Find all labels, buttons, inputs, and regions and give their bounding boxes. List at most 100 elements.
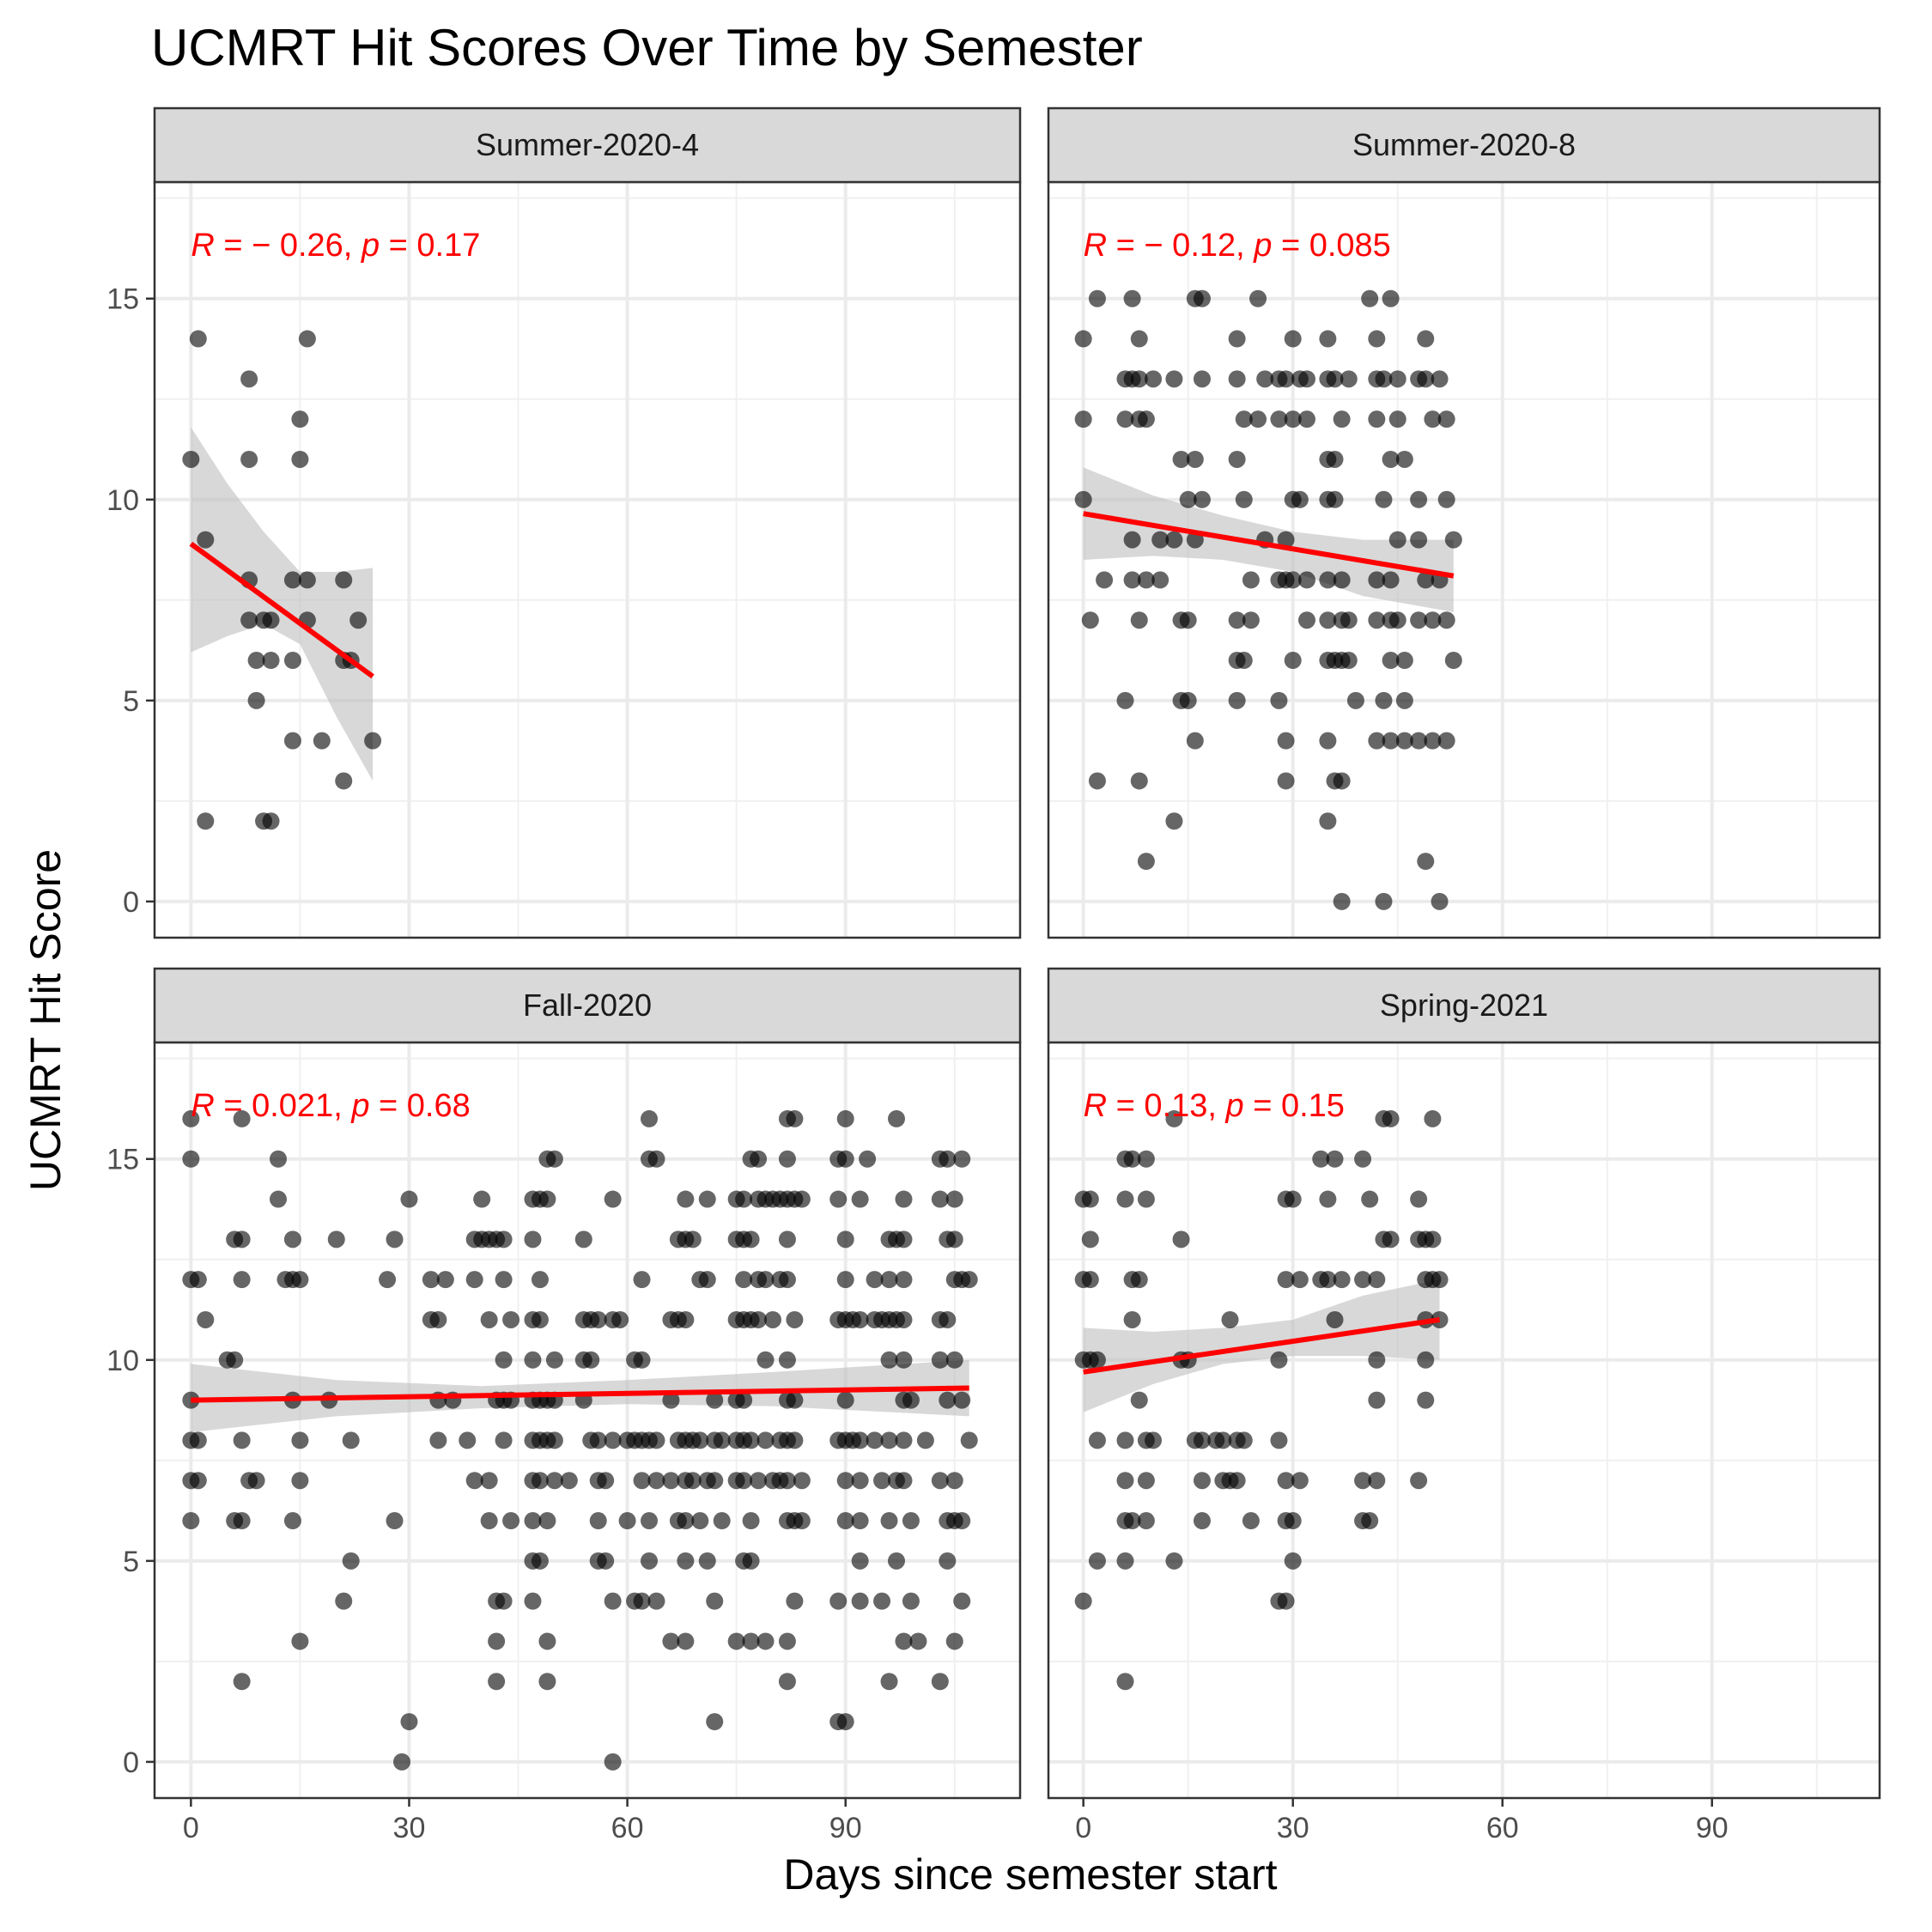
data-point	[342, 1552, 360, 1570]
data-point	[1116, 1190, 1134, 1208]
data-point	[880, 1431, 898, 1449]
data-point	[1193, 1431, 1211, 1449]
annotation-r-symbol: R	[191, 228, 214, 264]
data-point	[291, 1271, 309, 1289]
data-point	[1116, 410, 1134, 428]
data-point	[1382, 1230, 1400, 1249]
data-point	[364, 732, 382, 750]
data-point	[189, 1431, 207, 1449]
regression-line	[1083, 1317, 1440, 1375]
data-point	[836, 1150, 854, 1168]
data-point	[1088, 1351, 1106, 1369]
data-point	[750, 1472, 768, 1490]
data-point	[233, 1230, 251, 1249]
data-point	[538, 1512, 556, 1530]
data-point	[1361, 1512, 1379, 1530]
data-point	[1354, 1271, 1372, 1289]
y-tick-label: 10	[106, 1345, 139, 1377]
data-point	[1354, 1472, 1372, 1490]
data-point	[756, 1431, 775, 1449]
data-point	[1137, 1472, 1155, 1490]
data-point	[1277, 772, 1295, 790]
annotation-p-value: = 0.15	[1244, 1088, 1345, 1124]
correlation-annotation: R = − 0.12, p = 0.085	[1084, 228, 1391, 264]
data-point	[495, 1230, 513, 1249]
data-point	[1417, 370, 1435, 388]
data-point	[459, 1431, 477, 1449]
data-point	[226, 1351, 244, 1369]
data-point	[197, 1310, 215, 1328]
data-point	[909, 1632, 927, 1650]
data-point	[495, 1431, 513, 1449]
data-point	[1116, 1673, 1134, 1691]
data-point	[895, 1351, 913, 1369]
annotation-r-value: = 0.021,	[215, 1088, 352, 1124]
data-point	[1235, 490, 1253, 508]
data-point	[931, 1190, 949, 1208]
data-point	[895, 1310, 913, 1328]
data-point	[836, 1391, 854, 1409]
data-point	[1284, 330, 1302, 348]
data-point	[706, 1592, 724, 1610]
data-point	[1123, 1512, 1141, 1530]
data-point	[1326, 1150, 1344, 1168]
panel-summer-2020-4: R = − 0.26, p = 0.17 Summer-2020-4	[153, 106, 1022, 939]
data-point	[1291, 1271, 1309, 1289]
data-point	[538, 1673, 556, 1691]
data-point	[866, 1431, 884, 1449]
data-point	[604, 1753, 622, 1771]
data-point	[756, 1632, 775, 1650]
data-point	[1326, 1310, 1344, 1328]
y-tick-label: 15	[106, 1144, 139, 1176]
data-point	[706, 1472, 724, 1490]
data-point	[1388, 410, 1406, 428]
data-point	[1424, 410, 1442, 428]
data-point	[1326, 370, 1344, 388]
data-point	[1284, 1190, 1302, 1208]
data-point	[1137, 1512, 1155, 1530]
data-point	[960, 1271, 978, 1289]
data-point	[393, 1753, 410, 1771]
data-point	[1375, 490, 1393, 508]
data-point	[1228, 691, 1246, 709]
data-point	[1382, 652, 1400, 670]
data-point	[400, 1190, 418, 1208]
data-point	[706, 1713, 724, 1731]
data-point	[1417, 853, 1435, 871]
data-point	[1151, 571, 1170, 589]
data-point	[1297, 370, 1315, 388]
data-point	[1081, 1190, 1099, 1208]
data-point	[1074, 490, 1092, 508]
data-point	[866, 1271, 884, 1289]
data-point	[1179, 611, 1197, 629]
data-point	[1354, 1150, 1372, 1168]
data-point	[1437, 410, 1455, 428]
data-point	[1444, 531, 1462, 549]
data-point	[945, 1230, 963, 1249]
chart-title: UCMRT Hit Scores Over Time by Semester	[151, 19, 1143, 76]
data-point	[1340, 611, 1358, 629]
facet-strip	[153, 967, 1022, 1044]
data-point	[880, 1271, 898, 1289]
data-point	[1284, 652, 1302, 670]
points	[182, 1109, 978, 1771]
data-point	[851, 1431, 869, 1449]
facet-strip-label: Summer-2020-4	[476, 127, 699, 162]
data-point	[298, 571, 316, 589]
data-point	[786, 1109, 804, 1127]
data-point	[1417, 1351, 1435, 1369]
data-point	[1116, 1552, 1134, 1570]
panel-background	[155, 182, 1020, 938]
data-point	[1116, 1431, 1134, 1449]
data-point	[742, 1230, 760, 1249]
data-point	[742, 1552, 760, 1570]
data-point	[836, 1472, 854, 1490]
data-point	[1319, 1271, 1337, 1289]
data-point	[1368, 1271, 1386, 1289]
panel-spring-2021: R = 0.13, p = 0.15 Spring-2021	[1047, 967, 1881, 1800]
data-point	[574, 1230, 592, 1249]
facet-strip	[153, 106, 1022, 184]
data-point	[829, 1190, 848, 1208]
data-point	[189, 1472, 207, 1490]
data-point	[727, 1632, 745, 1650]
